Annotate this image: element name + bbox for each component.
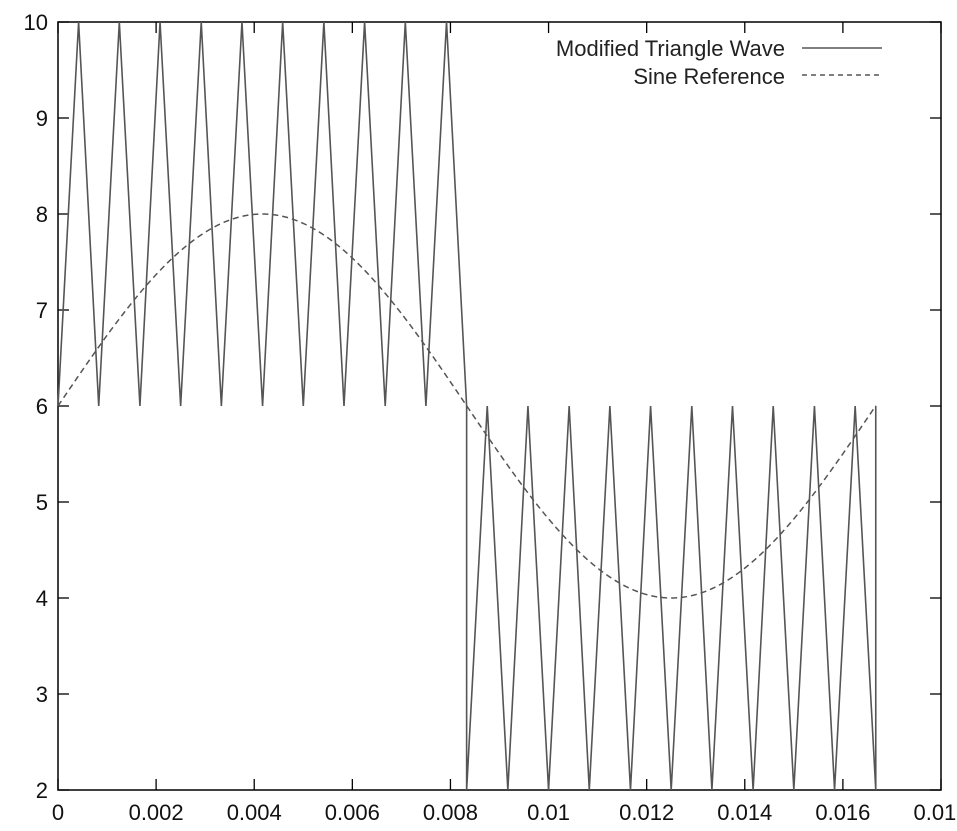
series-layer bbox=[57, 21, 877, 791]
y-tick-labels: 2 3 4 5 6 7 8 9 10 bbox=[24, 10, 48, 803]
y-tick-label: 2 bbox=[36, 778, 48, 803]
x-tick-label: 0.004 bbox=[227, 800, 282, 825]
plot-frame bbox=[57, 21, 942, 791]
y-tick-label: 10 bbox=[24, 10, 48, 35]
x-tick-label: 0.008 bbox=[423, 800, 478, 825]
x-tick-label: 0.006 bbox=[325, 800, 380, 825]
x-tick-label: 0.012 bbox=[619, 800, 674, 825]
y-tick-label: 7 bbox=[36, 298, 48, 323]
x-tick-label: 0.018 bbox=[913, 800, 957, 825]
x-tick-label: 0.014 bbox=[717, 800, 772, 825]
series-line-modified-triangle-wave bbox=[57, 21, 877, 791]
x-tick-label: 0.002 bbox=[129, 800, 184, 825]
y-tick-label: 9 bbox=[36, 106, 48, 131]
x-tick-label: 0.016 bbox=[815, 800, 870, 825]
y-tick-label: 6 bbox=[36, 394, 48, 419]
x-tick-labels: 0 0.002 0.004 0.006 0.008 0.01 0.012 0.014 0.016… bbox=[52, 800, 957, 825]
y-tick-label: 4 bbox=[36, 586, 48, 611]
y-tick-label: 8 bbox=[36, 202, 48, 227]
legend-label-triangle: Modified Triangle Wave bbox=[556, 36, 785, 61]
legend: Modified Triangle Wave Sine Reference bbox=[556, 36, 882, 89]
y-tick-label: 3 bbox=[36, 682, 48, 707]
axis-ticks bbox=[57, 21, 942, 791]
y-tick-label: 5 bbox=[36, 490, 48, 515]
x-tick-label: 0.01 bbox=[527, 800, 570, 825]
legend-label-sine: Sine Reference bbox=[633, 64, 785, 89]
x-tick-label: 0 bbox=[52, 800, 64, 825]
